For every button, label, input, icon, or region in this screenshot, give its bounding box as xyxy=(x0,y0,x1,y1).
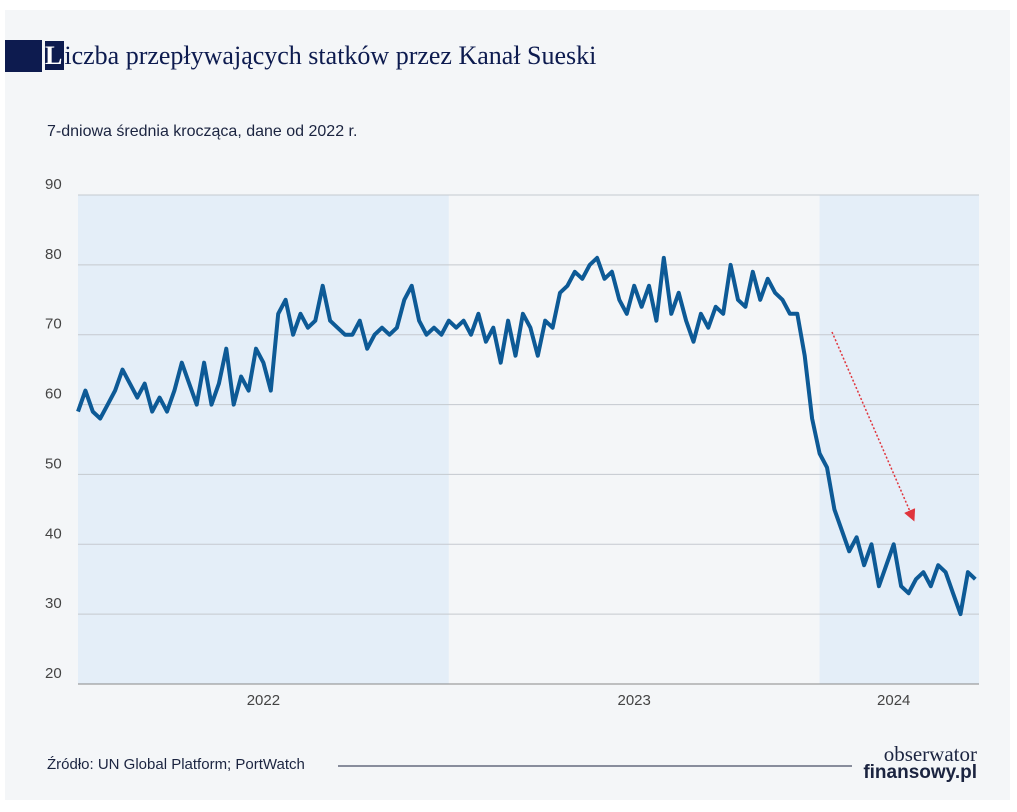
y-tick-label: 60 xyxy=(45,386,62,403)
y-tick-label: 40 xyxy=(45,525,62,542)
y-tick-label: 30 xyxy=(45,595,62,612)
x-tick-label: 2023 xyxy=(617,692,650,709)
chart-title: Liczba przepływających statków przez Kan… xyxy=(45,41,597,70)
y-tick-label: 80 xyxy=(45,246,62,263)
year-band xyxy=(78,195,449,684)
x-tick-label: 2024 xyxy=(877,692,910,709)
y-tick-label: 90 xyxy=(45,176,62,193)
x-tick-label: 2022 xyxy=(247,692,280,709)
trend-arrow xyxy=(831,331,916,522)
y-tick-label: 20 xyxy=(45,665,62,682)
year-band xyxy=(819,195,979,684)
logo-bottom: finansowy.pl xyxy=(863,762,977,783)
y-tick-label: 70 xyxy=(45,316,62,333)
title-bar xyxy=(5,40,42,72)
subtitle: 7-dniowa średnia krocząca, dane od 2022 … xyxy=(47,123,357,140)
series-line xyxy=(76,255,977,617)
logo-top: obserwator xyxy=(884,742,977,766)
y-tick-label: 50 xyxy=(45,455,62,472)
source: Źródło: UN Global Platform; PortWatch xyxy=(47,756,305,773)
